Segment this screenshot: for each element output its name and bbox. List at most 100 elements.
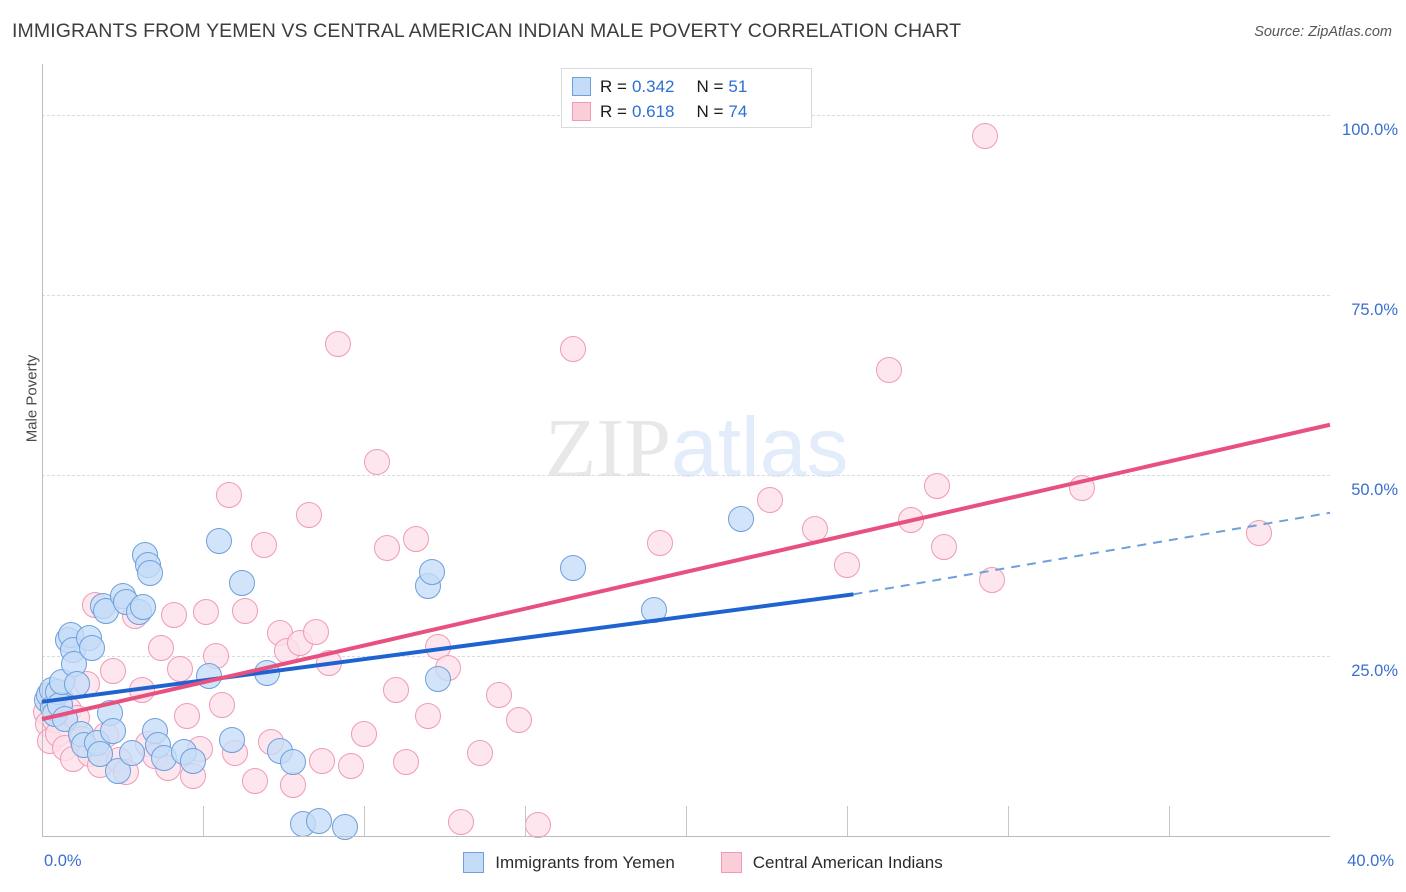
x-axis-tick (686, 806, 687, 836)
data-point[interactable] (338, 753, 365, 779)
data-point[interactable] (875, 356, 902, 383)
x-axis-tick (1008, 806, 1009, 836)
data-point[interactable] (415, 702, 442, 729)
data-point[interactable] (560, 335, 587, 362)
data-point[interactable] (972, 123, 999, 150)
stats-n-label-pink: N = (696, 101, 724, 121)
data-point[interactable] (130, 594, 157, 621)
stats-swatch-blue-icon (572, 77, 591, 96)
data-point[interactable] (801, 516, 828, 543)
data-point[interactable] (309, 747, 336, 774)
legend-item-yemen[interactable]: Immigrants from Yemen (463, 852, 675, 873)
x-axis-tick (364, 806, 365, 836)
data-point[interactable] (193, 598, 220, 625)
data-point[interactable] (99, 658, 126, 685)
data-point[interactable] (647, 530, 674, 557)
data-point[interactable] (231, 597, 258, 624)
stats-r-value-blue: 0.342 (631, 76, 675, 96)
data-point[interactable] (898, 506, 925, 533)
x-axis-tick (1169, 806, 1170, 836)
data-point[interactable] (1069, 475, 1096, 502)
data-point[interactable] (99, 717, 126, 744)
data-point[interactable] (727, 506, 754, 533)
data-point[interactable] (218, 727, 245, 754)
data-point[interactable] (173, 703, 200, 730)
data-point[interactable] (280, 749, 307, 776)
legend-swatch-blue-icon (463, 852, 485, 873)
data-point[interactable] (296, 501, 323, 528)
stats-r-label-pink: R = (600, 101, 627, 121)
page-title: IMMIGRANTS FROM YEMEN VS CENTRAL AMERICA… (12, 20, 962, 42)
data-point[interactable] (280, 772, 307, 799)
legend-label-yemen: Immigrants from Yemen (495, 852, 675, 872)
data-point[interactable] (930, 533, 957, 560)
y-axis-tick-label: 100.0% (1342, 120, 1398, 139)
x-axis-line (42, 836, 1330, 837)
data-point[interactable] (215, 482, 242, 509)
stats-n-value-pink: 74 (728, 101, 748, 121)
data-point[interactable] (302, 618, 329, 645)
stats-r-value-pink: 0.618 (631, 101, 675, 121)
data-point[interactable] (64, 670, 91, 697)
data-point[interactable] (167, 656, 194, 683)
data-point[interactable] (425, 666, 452, 693)
correlation-stats-box: R = 0.342 N = 51 R = 0.618 N = 74 (561, 68, 812, 128)
data-point[interactable] (78, 635, 105, 662)
data-point[interactable] (524, 812, 551, 839)
data-point[interactable] (305, 807, 332, 834)
gridline (42, 475, 1330, 477)
data-point[interactable] (418, 558, 445, 585)
data-point[interactable] (978, 566, 1005, 593)
data-point[interactable] (228, 570, 255, 597)
data-point[interactable] (373, 535, 400, 562)
stats-swatch-pink-icon (572, 102, 591, 121)
data-point[interactable] (363, 449, 390, 476)
plot-area (32, 64, 1330, 840)
data-point[interactable] (447, 808, 474, 835)
data-point[interactable] (924, 473, 951, 500)
y-axis-line (42, 64, 43, 836)
x-axis-label-min: 0.0% (44, 852, 82, 870)
data-point[interactable] (392, 748, 419, 775)
data-point[interactable] (505, 706, 532, 733)
stats-row-blue: R = 0.342 N = 51 (572, 74, 801, 99)
data-point[interactable] (196, 662, 223, 689)
data-point[interactable] (315, 649, 342, 676)
data-point[interactable] (331, 813, 358, 840)
data-point[interactable] (136, 560, 163, 587)
data-point[interactable] (104, 758, 131, 785)
data-point[interactable] (351, 721, 377, 748)
legend-label-central-american-indians: Central American Indians (752, 852, 943, 872)
data-point[interactable] (756, 486, 783, 513)
data-point[interactable] (834, 552, 860, 579)
data-point[interactable] (640, 597, 667, 624)
y-axis-tick-label: 75.0% (1351, 300, 1398, 319)
data-point[interactable] (560, 554, 587, 581)
data-point[interactable] (180, 747, 207, 774)
data-point[interactable] (119, 740, 146, 767)
data-point[interactable] (254, 659, 281, 686)
stats-n-label-blue: N = (696, 76, 724, 96)
data-point[interactable] (148, 635, 175, 662)
data-point[interactable] (241, 768, 268, 795)
x-axis-label-max: 40.0% (1347, 852, 1394, 870)
legend-swatch-pink-icon (720, 852, 742, 873)
gridline (42, 294, 1330, 296)
data-point[interactable] (209, 691, 236, 718)
data-point[interactable] (325, 330, 352, 357)
data-point[interactable] (1246, 519, 1273, 546)
legend-item-central-american-indians[interactable]: Central American Indians (720, 852, 943, 873)
y-axis-tick-label: 50.0% (1351, 481, 1398, 500)
data-point[interactable] (161, 602, 188, 629)
data-point[interactable] (206, 527, 233, 554)
data-point[interactable] (128, 676, 155, 703)
y-axis-title: Male Poverty (23, 354, 41, 443)
gridline (42, 655, 1330, 657)
data-point[interactable] (486, 681, 513, 708)
data-point[interactable] (402, 525, 429, 552)
data-point[interactable] (383, 676, 410, 703)
x-axis-tick (525, 806, 526, 836)
series-legend: Immigrants from Yemen Central American I… (0, 852, 1406, 873)
data-point[interactable] (466, 740, 493, 767)
data-point[interactable] (251, 532, 278, 559)
